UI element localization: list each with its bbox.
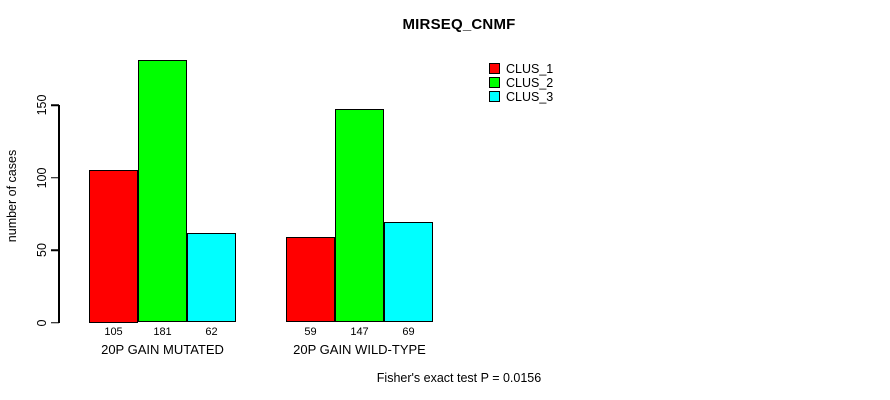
- chart-title: MIRSEQ_CNMF: [402, 16, 516, 33]
- bar-value-label: 105: [104, 326, 123, 338]
- category-label: 20P GAIN MUTATED: [101, 342, 224, 357]
- legend-swatch-clus_3: [489, 91, 500, 102]
- bar-clus_2-group1: [138, 60, 187, 323]
- legend-swatch-clus_1: [489, 63, 500, 74]
- y-tick-mark: [51, 249, 59, 251]
- bar-value-label: 69: [402, 326, 415, 338]
- bar-clus_3-group1: [187, 232, 236, 323]
- bar-value-label: 147: [350, 326, 369, 338]
- bar-value-label: 59: [304, 326, 317, 338]
- bar-clus_1-group1: [89, 170, 138, 323]
- y-axis-line: [58, 105, 60, 323]
- y-tick-mark: [51, 176, 59, 179]
- y-tick-label: 100: [35, 167, 49, 188]
- y-tick-label: 150: [35, 94, 49, 116]
- y-axis-label: number of cases: [5, 149, 19, 243]
- y-tick-label: 50: [35, 243, 49, 257]
- category-label: 20P GAIN WILD-TYPE: [293, 342, 426, 357]
- legend-label: CLUS_2: [506, 76, 554, 90]
- bar-value-label: 181: [153, 326, 172, 338]
- bar-clus_3-group2: [384, 222, 433, 323]
- legend-label: CLUS_1: [506, 62, 554, 76]
- y-tick-mark: [51, 321, 59, 324]
- legend-swatch-clus_2: [489, 77, 500, 88]
- legend-label: CLUS_3: [506, 90, 554, 104]
- bar-value-label: 62: [205, 326, 218, 338]
- stat-annotation: Fisher's exact test P = 0.0156: [376, 371, 542, 385]
- bar-clus_1-group2: [286, 236, 335, 323]
- y-tick-label: 0: [35, 319, 49, 326]
- y-tick-mark: [51, 104, 59, 106]
- bar-clus_2-group2: [335, 109, 384, 323]
